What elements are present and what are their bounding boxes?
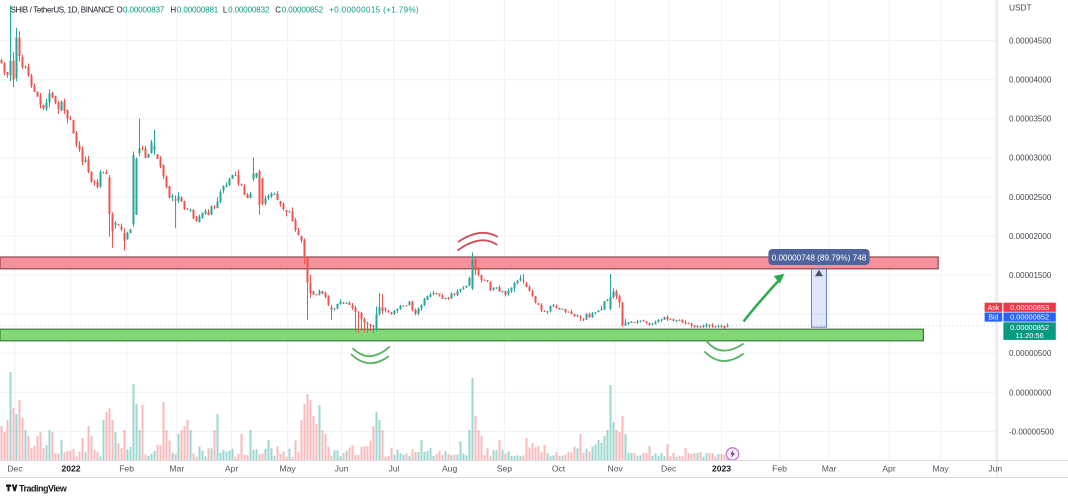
svg-text:+0.00000015 (+1.79%): +0.00000015 (+1.79%) [329, 6, 419, 15]
svg-text:Ask: Ask [988, 305, 1000, 312]
svg-text:Jun: Jun [335, 464, 349, 474]
svg-text:0.00000852: 0.00000852 [1010, 313, 1049, 322]
svg-text:L: L [223, 6, 228, 15]
svg-text:USDT: USDT [1009, 3, 1032, 13]
svg-text:C: C [275, 6, 281, 15]
svg-text:Feb: Feb [119, 464, 134, 474]
svg-text:Apr: Apr [882, 464, 896, 474]
svg-text:0.00000837: 0.00000837 [123, 6, 165, 15]
svg-text:0.00003500: 0.00003500 [1009, 115, 1052, 124]
svg-text:Aug: Aug [442, 464, 458, 474]
svg-text:0.00000748 (89.79%) 748: 0.00000748 (89.79%) 748 [772, 254, 867, 263]
svg-text:0.00000852: 0.00000852 [1010, 323, 1049, 332]
svg-text:TradingView: TradingView [19, 484, 68, 494]
svg-text:Feb: Feb [772, 464, 787, 474]
svg-text:-0.00000500: -0.00000500 [1009, 427, 1054, 436]
svg-text:Jun: Jun [988, 464, 1002, 474]
svg-text:0.00004500: 0.00004500 [1009, 36, 1052, 45]
svg-text:0.00002500: 0.00002500 [1009, 193, 1052, 202]
svg-text:0.00000832: 0.00000832 [228, 6, 270, 15]
svg-text:Oct: Oct [552, 464, 566, 474]
svg-text:11:20:56: 11:20:56 [1015, 331, 1043, 340]
svg-text:May: May [932, 464, 949, 474]
svg-text:0.00002000: 0.00002000 [1009, 232, 1052, 241]
svg-text:2023: 2023 [712, 464, 731, 474]
svg-text:Apr: Apr [225, 464, 239, 474]
svg-text:0.00003000: 0.00003000 [1009, 154, 1052, 163]
svg-text:May: May [279, 464, 296, 474]
svg-text:0.00000852: 0.00000852 [282, 6, 324, 15]
svg-text:0.00000881: 0.00000881 [177, 6, 219, 15]
svg-text:Dec: Dec [661, 464, 677, 474]
svg-text:O: O [117, 6, 123, 15]
svg-text:2022: 2022 [61, 464, 80, 474]
svg-text:Nov: Nov [608, 464, 624, 474]
svg-text:SHIB / TetherUS, 1D, BINANCE: SHIB / TetherUS, 1D, BINANCE [11, 6, 114, 15]
svg-text:Sep: Sep [497, 464, 513, 474]
svg-text:0.00000000: 0.00000000 [1009, 388, 1052, 397]
svg-text:Mar: Mar [169, 464, 184, 474]
svg-text:0.00004000: 0.00004000 [1009, 76, 1052, 85]
svg-text:Jul: Jul [389, 464, 400, 474]
svg-text:Bid: Bid [988, 315, 998, 322]
svg-text:0.00001500: 0.00001500 [1009, 271, 1052, 280]
svg-text:Mar: Mar [822, 464, 837, 474]
svg-text:H: H [170, 6, 176, 15]
svg-text:0.00000853: 0.00000853 [1010, 303, 1049, 312]
svg-text:0.00000500: 0.00000500 [1009, 349, 1052, 358]
svg-text:Dec: Dec [7, 464, 23, 474]
